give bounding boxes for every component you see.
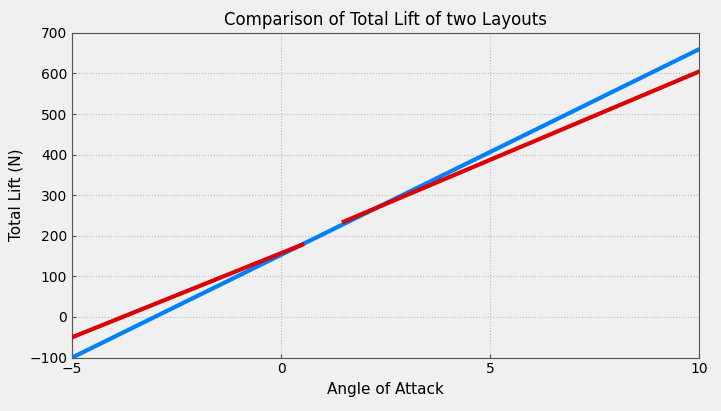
Title: Comparison of Total Lift of two Layouts: Comparison of Total Lift of two Layouts <box>224 11 547 28</box>
Y-axis label: Total Lift (N): Total Lift (N) <box>9 149 24 242</box>
X-axis label: Angle of Attack: Angle of Attack <box>327 382 444 397</box>
